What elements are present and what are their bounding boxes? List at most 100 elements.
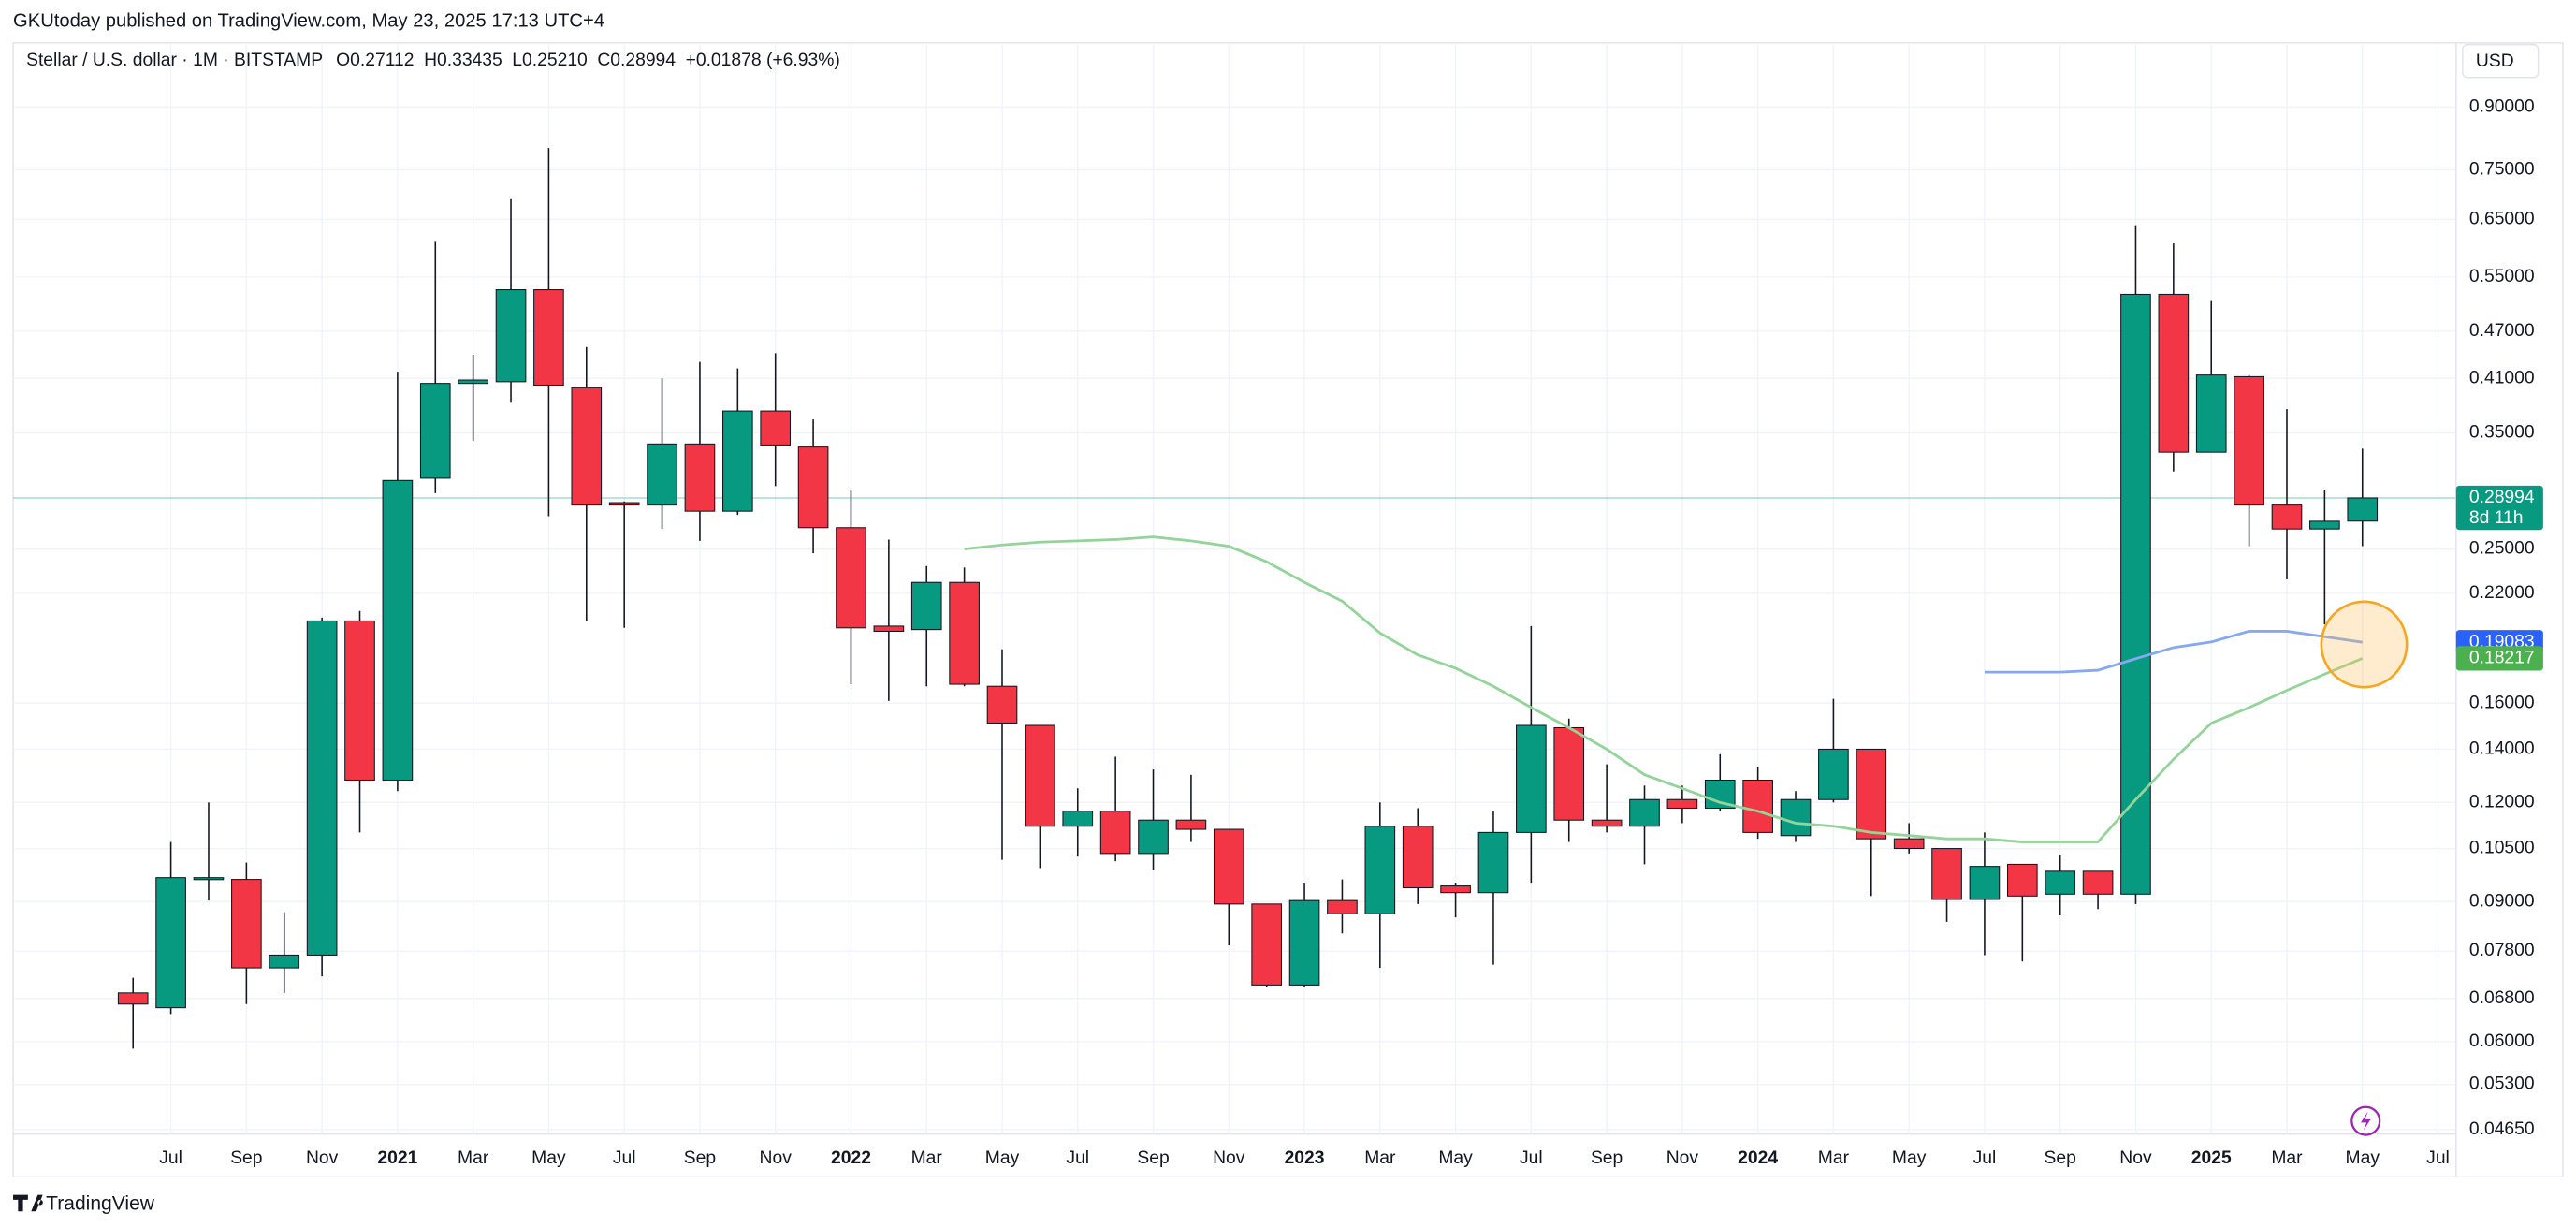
- candle-body: [1288, 899, 1320, 986]
- x-tick-label: Nov: [1213, 1148, 1245, 1168]
- candle-body: [1062, 811, 1094, 827]
- candle-body: [2158, 293, 2190, 453]
- candle-body: [986, 685, 1018, 724]
- x-tick-label: Sep: [230, 1148, 262, 1168]
- candle-body: [1440, 885, 1471, 894]
- candle-body: [382, 479, 414, 782]
- candle-body: [419, 383, 451, 479]
- x-tick-label: May: [1892, 1148, 1927, 1168]
- candle-body: [2045, 870, 2076, 895]
- candle-body: [495, 289, 527, 383]
- x-tick-label: Nov: [760, 1148, 793, 1168]
- y-tick-label: 0.06800: [2469, 988, 2535, 1008]
- y-tick-label: 0.14000: [2469, 739, 2535, 759]
- candle-body: [2082, 870, 2114, 895]
- candle-body: [344, 620, 375, 782]
- x-tick-label: Mar: [2271, 1148, 2303, 1168]
- legend: Stellar / U.S. dollar · 1M · BITSTAMP O0.…: [26, 51, 840, 70]
- brand-logo[interactable]: TradingView: [13, 1193, 155, 1215]
- candle-body: [2309, 520, 2340, 530]
- candle-body: [1138, 819, 1169, 855]
- currency-label[interactable]: USD: [2476, 51, 2514, 71]
- candle-body: [1856, 748, 1887, 840]
- currency-box[interactable]: [2462, 43, 2540, 79]
- candle-body: [571, 387, 603, 506]
- candle-body: [760, 410, 792, 446]
- candle-body: [797, 446, 829, 529]
- candle-body: [2271, 504, 2303, 530]
- y-tick-label: 0.55000: [2469, 267, 2535, 286]
- x-tick-label: 2022: [831, 1148, 871, 1168]
- x-tick-label: Jul: [1973, 1148, 1997, 1168]
- candle-body: [608, 502, 640, 506]
- candle-body: [269, 954, 300, 969]
- y-tick-label: 0.65000: [2469, 209, 2535, 228]
- x-tick-label: Nov: [1666, 1148, 1699, 1168]
- indicator-line: [1984, 630, 2363, 674]
- candle-body: [1666, 798, 1698, 810]
- candle-body: [1099, 811, 1131, 855]
- candle-body: [1553, 726, 1585, 821]
- x-tick-label: Nov: [2119, 1148, 2152, 1168]
- y-tick-label: 0.75000: [2469, 160, 2535, 180]
- x-tick-label: Mar: [1364, 1148, 1396, 1168]
- candle-body: [2347, 497, 2379, 522]
- y-tick-label: 0.10500: [2469, 839, 2535, 858]
- x-tick-label: Mar: [458, 1148, 489, 1168]
- candle-body: [721, 410, 753, 512]
- x-tick-label: May: [985, 1148, 1020, 1168]
- legend-item: H0.33435: [424, 51, 502, 70]
- legend-item: L0.25210: [512, 51, 587, 70]
- x-tick-label: Mar: [1818, 1148, 1850, 1168]
- x-tick-label: 2024: [1738, 1148, 1778, 1168]
- x-tick-label: May: [2346, 1148, 2380, 1168]
- x-tick-label: Nov: [306, 1148, 339, 1168]
- price-label-box: [2455, 646, 2543, 671]
- legend-item: O0.27112: [336, 51, 414, 70]
- highlight-circle: [2320, 600, 2409, 689]
- candle-body: [1931, 848, 1962, 900]
- candle-body: [873, 625, 905, 633]
- alert-icon[interactable]: [2350, 1105, 2381, 1136]
- y-tick-label: 0.12000: [2469, 792, 2535, 811]
- indicator-line: [964, 535, 2364, 843]
- candle-body: [306, 620, 338, 956]
- publish-header: GKUtoday published on TradingView.com, M…: [13, 10, 604, 31]
- y-tick-label: 0.25000: [2469, 539, 2535, 559]
- candle-body: [1780, 798, 1812, 837]
- x-tick-label: Jul: [613, 1148, 636, 1168]
- candle-body: [1516, 724, 1547, 833]
- x-tick-label: 2023: [1285, 1148, 1325, 1168]
- candle-body: [458, 379, 488, 385]
- x-tick-label: Mar: [911, 1148, 943, 1168]
- x-tick-label: Jul: [1520, 1148, 1543, 1168]
- plot: [13, 148, 2455, 1049]
- price-label-box: [2455, 485, 2543, 531]
- x-tick-label: May: [531, 1148, 566, 1168]
- x-tick-label: Sep: [1137, 1148, 1169, 1168]
- candle-body: [1629, 798, 1660, 827]
- candle-body: [910, 581, 942, 631]
- brand-name[interactable]: TradingView: [46, 1193, 155, 1215]
- y-tick-label: 0.41000: [2469, 368, 2535, 387]
- candle-body: [1591, 819, 1623, 827]
- candle-body: [836, 527, 866, 629]
- x-tick-label: Jul: [1066, 1148, 1089, 1168]
- x-tick-label: Sep: [684, 1148, 716, 1168]
- y-tick-label: 0.05300: [2469, 1074, 2535, 1094]
- alert-icon-bolt[interactable]: [2360, 1111, 2371, 1132]
- price-label: 0.18217: [2469, 648, 2535, 667]
- brand-logo-mark[interactable]: [13, 1194, 43, 1212]
- y-tick-label: 0.47000: [2469, 321, 2535, 341]
- x-tick-label: Sep: [2045, 1148, 2076, 1168]
- x-tick-label: Sep: [1591, 1148, 1623, 1168]
- candle-body: [684, 443, 716, 512]
- x-tick-label: 2025: [2191, 1148, 2232, 1168]
- price-label: 0.28994: [2469, 488, 2535, 507]
- candle-body: [2120, 293, 2151, 895]
- candle-body: [1213, 828, 1244, 905]
- y-tick-label: 0.22000: [2469, 583, 2535, 603]
- y-tick-label: 0.04650: [2469, 1119, 2535, 1139]
- candle-body: [533, 289, 564, 387]
